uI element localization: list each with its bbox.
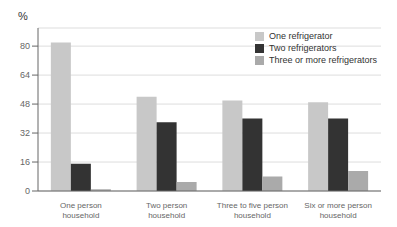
svg-text:80: 80 bbox=[20, 41, 30, 51]
svg-text:0: 0 bbox=[25, 186, 30, 196]
html-text:Two refrigerators: Two refrigerators bbox=[269, 43, 337, 53]
svg-text:Three to five personhousehold: Three to five personhousehold bbox=[217, 201, 288, 219]
svg-text:16: 16 bbox=[20, 157, 30, 167]
svg-text:One personhousehold: One personhousehold bbox=[60, 201, 102, 219]
html-text:One refrigerator: One refrigerator bbox=[269, 31, 333, 41]
svg-text:Two personhousehold: Two personhousehold bbox=[146, 201, 187, 219]
svg-text:64: 64 bbox=[20, 70, 30, 80]
svg-text:Six or more personhousehold: Six or more personhousehold bbox=[304, 201, 372, 219]
svg-text:48: 48 bbox=[20, 99, 30, 109]
html-text:Three or more refrigerators: Three or more refrigerators bbox=[269, 55, 377, 65]
svg-text:32: 32 bbox=[20, 128, 30, 138]
svg-text:%: % bbox=[18, 10, 28, 22]
